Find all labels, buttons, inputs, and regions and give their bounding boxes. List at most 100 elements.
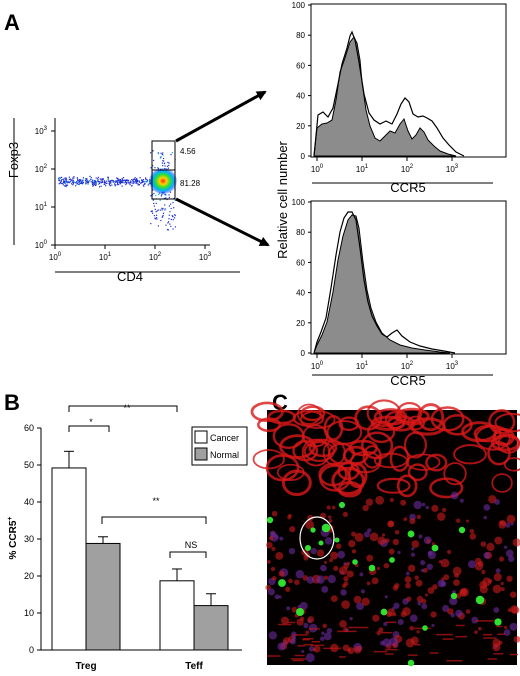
micrograph-stroma xyxy=(437,512,446,521)
micrograph-cell-outline xyxy=(407,463,428,482)
micrograph-stroma xyxy=(367,528,372,533)
dotplot-event xyxy=(132,182,134,184)
micrograph-cell-outline xyxy=(429,477,464,499)
dotplot-event xyxy=(65,177,67,179)
dotplot-event xyxy=(77,180,79,182)
micrograph-stroma xyxy=(338,566,348,575)
dotplot-event xyxy=(141,179,143,181)
micrograph-stroma xyxy=(342,511,349,518)
dotplot-event xyxy=(96,178,99,180)
dotplot-event xyxy=(153,205,155,207)
dotplot-event xyxy=(165,194,167,196)
dotplot-event xyxy=(122,177,125,179)
dotplot-event xyxy=(82,177,84,179)
dotplot-event xyxy=(81,181,83,183)
micrograph-stroma xyxy=(405,582,411,589)
dotplot-event xyxy=(58,179,60,181)
histogram-top: 0 20 40 60 80 100 100 101 102 103 CCR5 xyxy=(292,1,507,195)
micrograph-stroma xyxy=(339,620,347,628)
dotplot-event xyxy=(64,177,66,179)
micrograph-stroma xyxy=(441,577,445,581)
micrograph-stroma xyxy=(289,638,296,645)
micrograph-cell-outline xyxy=(430,406,465,432)
micrograph-streak xyxy=(414,643,421,646)
micrograph-stroma xyxy=(271,510,278,517)
arrow-to-bottom-histogram xyxy=(175,197,270,247)
dotplot-event xyxy=(102,181,104,183)
micrograph-cell-outline xyxy=(425,453,448,472)
dotplot-event xyxy=(62,178,64,180)
micrograph-cell-outline xyxy=(296,403,322,425)
micrograph-streak xyxy=(303,643,313,646)
dotplot-ylabel: Foxp3 xyxy=(6,142,21,178)
dotplot-event xyxy=(142,184,144,186)
dotplot-event xyxy=(92,185,94,187)
dotplot-event xyxy=(116,184,118,186)
dotplot-event xyxy=(89,175,91,177)
histogram-top-xlabel: CCR5 xyxy=(390,180,425,195)
micrograph-stroma xyxy=(499,556,505,562)
histogram-top-x-tick-label: 103 xyxy=(446,164,459,174)
histogram-bottom-x-tick-label: 103 xyxy=(446,361,459,371)
micrograph-stroma xyxy=(337,550,346,559)
micrograph-positive-cell xyxy=(475,595,485,605)
dotplot-x-tick-label: 102 xyxy=(149,252,162,262)
micrograph-stroma xyxy=(500,519,507,526)
micrograph-streak xyxy=(455,624,465,627)
micrograph-stroma xyxy=(411,540,420,548)
dotplot-event xyxy=(61,183,63,185)
bar-y-ticks: 0 10 20 30 40 50 60 xyxy=(24,423,41,655)
dotplot-event xyxy=(174,217,176,219)
dotplot-event xyxy=(160,156,162,158)
dotplot-event xyxy=(138,180,140,182)
histogram-ylabel: Relative cell number xyxy=(275,140,290,258)
micrograph-stroma xyxy=(420,568,425,573)
dotplot-event xyxy=(79,182,81,185)
dotplot-event xyxy=(161,209,163,211)
dotplot-event xyxy=(168,214,170,216)
micrograph-stroma xyxy=(343,576,349,582)
dotplot-event xyxy=(61,176,63,178)
micrograph-stroma xyxy=(288,547,296,555)
dotplot-event xyxy=(127,179,129,181)
micrograph-stroma xyxy=(372,614,380,622)
micrograph-stroma xyxy=(280,616,289,625)
micrograph-stroma xyxy=(366,554,374,562)
dotplot-event xyxy=(151,210,153,212)
micrograph-stroma xyxy=(388,548,395,555)
micrograph-stroma xyxy=(327,574,336,584)
micrograph-stroma xyxy=(494,536,503,545)
dotplot-event xyxy=(77,179,79,181)
dotplot-event xyxy=(98,181,100,183)
histogram-top-y-tick-label: 80 xyxy=(296,31,305,40)
micrograph-stroma xyxy=(289,526,296,533)
dotplot-event xyxy=(162,212,165,214)
dotplot-event xyxy=(168,205,170,207)
micrograph-stroma xyxy=(409,518,416,525)
micrograph-streak xyxy=(385,653,394,655)
dotplot-event xyxy=(94,181,96,183)
dotplot-event xyxy=(162,154,164,156)
micrograph-stroma xyxy=(366,581,371,586)
micrograph-stroma xyxy=(403,517,408,522)
micrograph-stroma xyxy=(483,552,491,559)
micrograph-stroma xyxy=(294,579,300,586)
micrograph-stroma xyxy=(287,515,292,520)
dotplot-x-tick-label: 101 xyxy=(99,252,112,262)
dotplot-event xyxy=(75,185,77,187)
dotplot-event xyxy=(145,178,147,180)
dotplot-event xyxy=(153,159,155,162)
micrograph-streak xyxy=(287,621,296,624)
micrograph-stroma xyxy=(279,536,284,541)
dotplot-event xyxy=(90,178,92,181)
arrow-to-top-histogram xyxy=(175,90,267,143)
micrograph-cell-outline xyxy=(503,457,520,472)
dotplot-event xyxy=(81,182,83,184)
dotplot-event xyxy=(162,152,164,154)
dotplot-event xyxy=(129,180,131,182)
dotplot-event xyxy=(72,179,74,181)
micrograph-stroma xyxy=(505,549,514,558)
histogram-top-x-tick-label: 100 xyxy=(311,164,324,174)
dotplot-event xyxy=(95,184,97,186)
micrograph-stroma xyxy=(442,507,447,513)
